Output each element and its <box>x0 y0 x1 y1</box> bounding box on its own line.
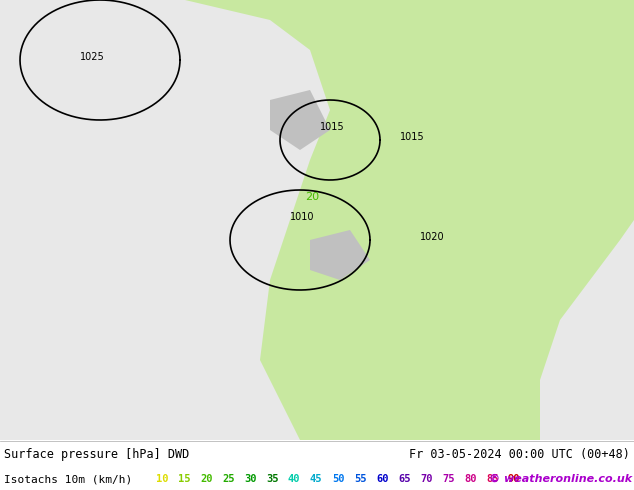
Text: Fr 03-05-2024 00:00 UTC (00+48): Fr 03-05-2024 00:00 UTC (00+48) <box>409 447 630 461</box>
Polygon shape <box>270 90 330 150</box>
Text: 75: 75 <box>442 474 455 484</box>
Text: 90: 90 <box>508 474 521 484</box>
Text: 1015: 1015 <box>320 122 345 132</box>
Text: Isotachs 10m (km/h): Isotachs 10m (km/h) <box>4 474 139 484</box>
Text: 85: 85 <box>486 474 498 484</box>
Text: © weatheronline.co.uk: © weatheronline.co.uk <box>489 474 632 484</box>
Text: 50: 50 <box>332 474 344 484</box>
Text: Surface pressure [hPa] DWD: Surface pressure [hPa] DWD <box>4 447 190 461</box>
Text: 55: 55 <box>354 474 366 484</box>
Text: 1015: 1015 <box>400 132 425 142</box>
Text: 30: 30 <box>244 474 257 484</box>
Text: 40: 40 <box>288 474 301 484</box>
Text: 15: 15 <box>178 474 190 484</box>
Text: 60: 60 <box>376 474 389 484</box>
Text: 80: 80 <box>464 474 477 484</box>
Polygon shape <box>310 230 370 280</box>
Text: 1010: 1010 <box>290 212 314 222</box>
Text: 35: 35 <box>266 474 278 484</box>
Text: 70: 70 <box>420 474 432 484</box>
Polygon shape <box>185 0 634 440</box>
Text: 20: 20 <box>200 474 212 484</box>
Text: 10: 10 <box>156 474 169 484</box>
Text: 1020: 1020 <box>420 232 444 242</box>
Text: 20: 20 <box>305 192 319 202</box>
Text: 65: 65 <box>398 474 410 484</box>
Text: 45: 45 <box>310 474 323 484</box>
Text: 25: 25 <box>222 474 235 484</box>
Text: 1025: 1025 <box>80 52 105 62</box>
